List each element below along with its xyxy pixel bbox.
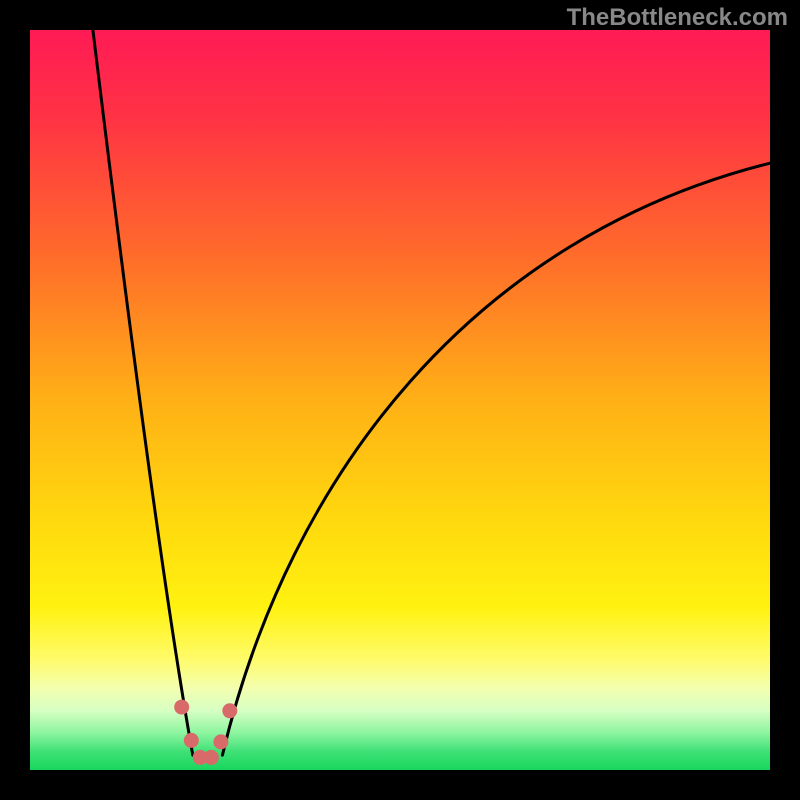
- chart-svg: [30, 30, 770, 770]
- watermark-text: TheBottleneck.com: [567, 4, 788, 32]
- plot-area: [30, 30, 770, 770]
- chart-frame: TheBottleneck.com: [0, 0, 800, 800]
